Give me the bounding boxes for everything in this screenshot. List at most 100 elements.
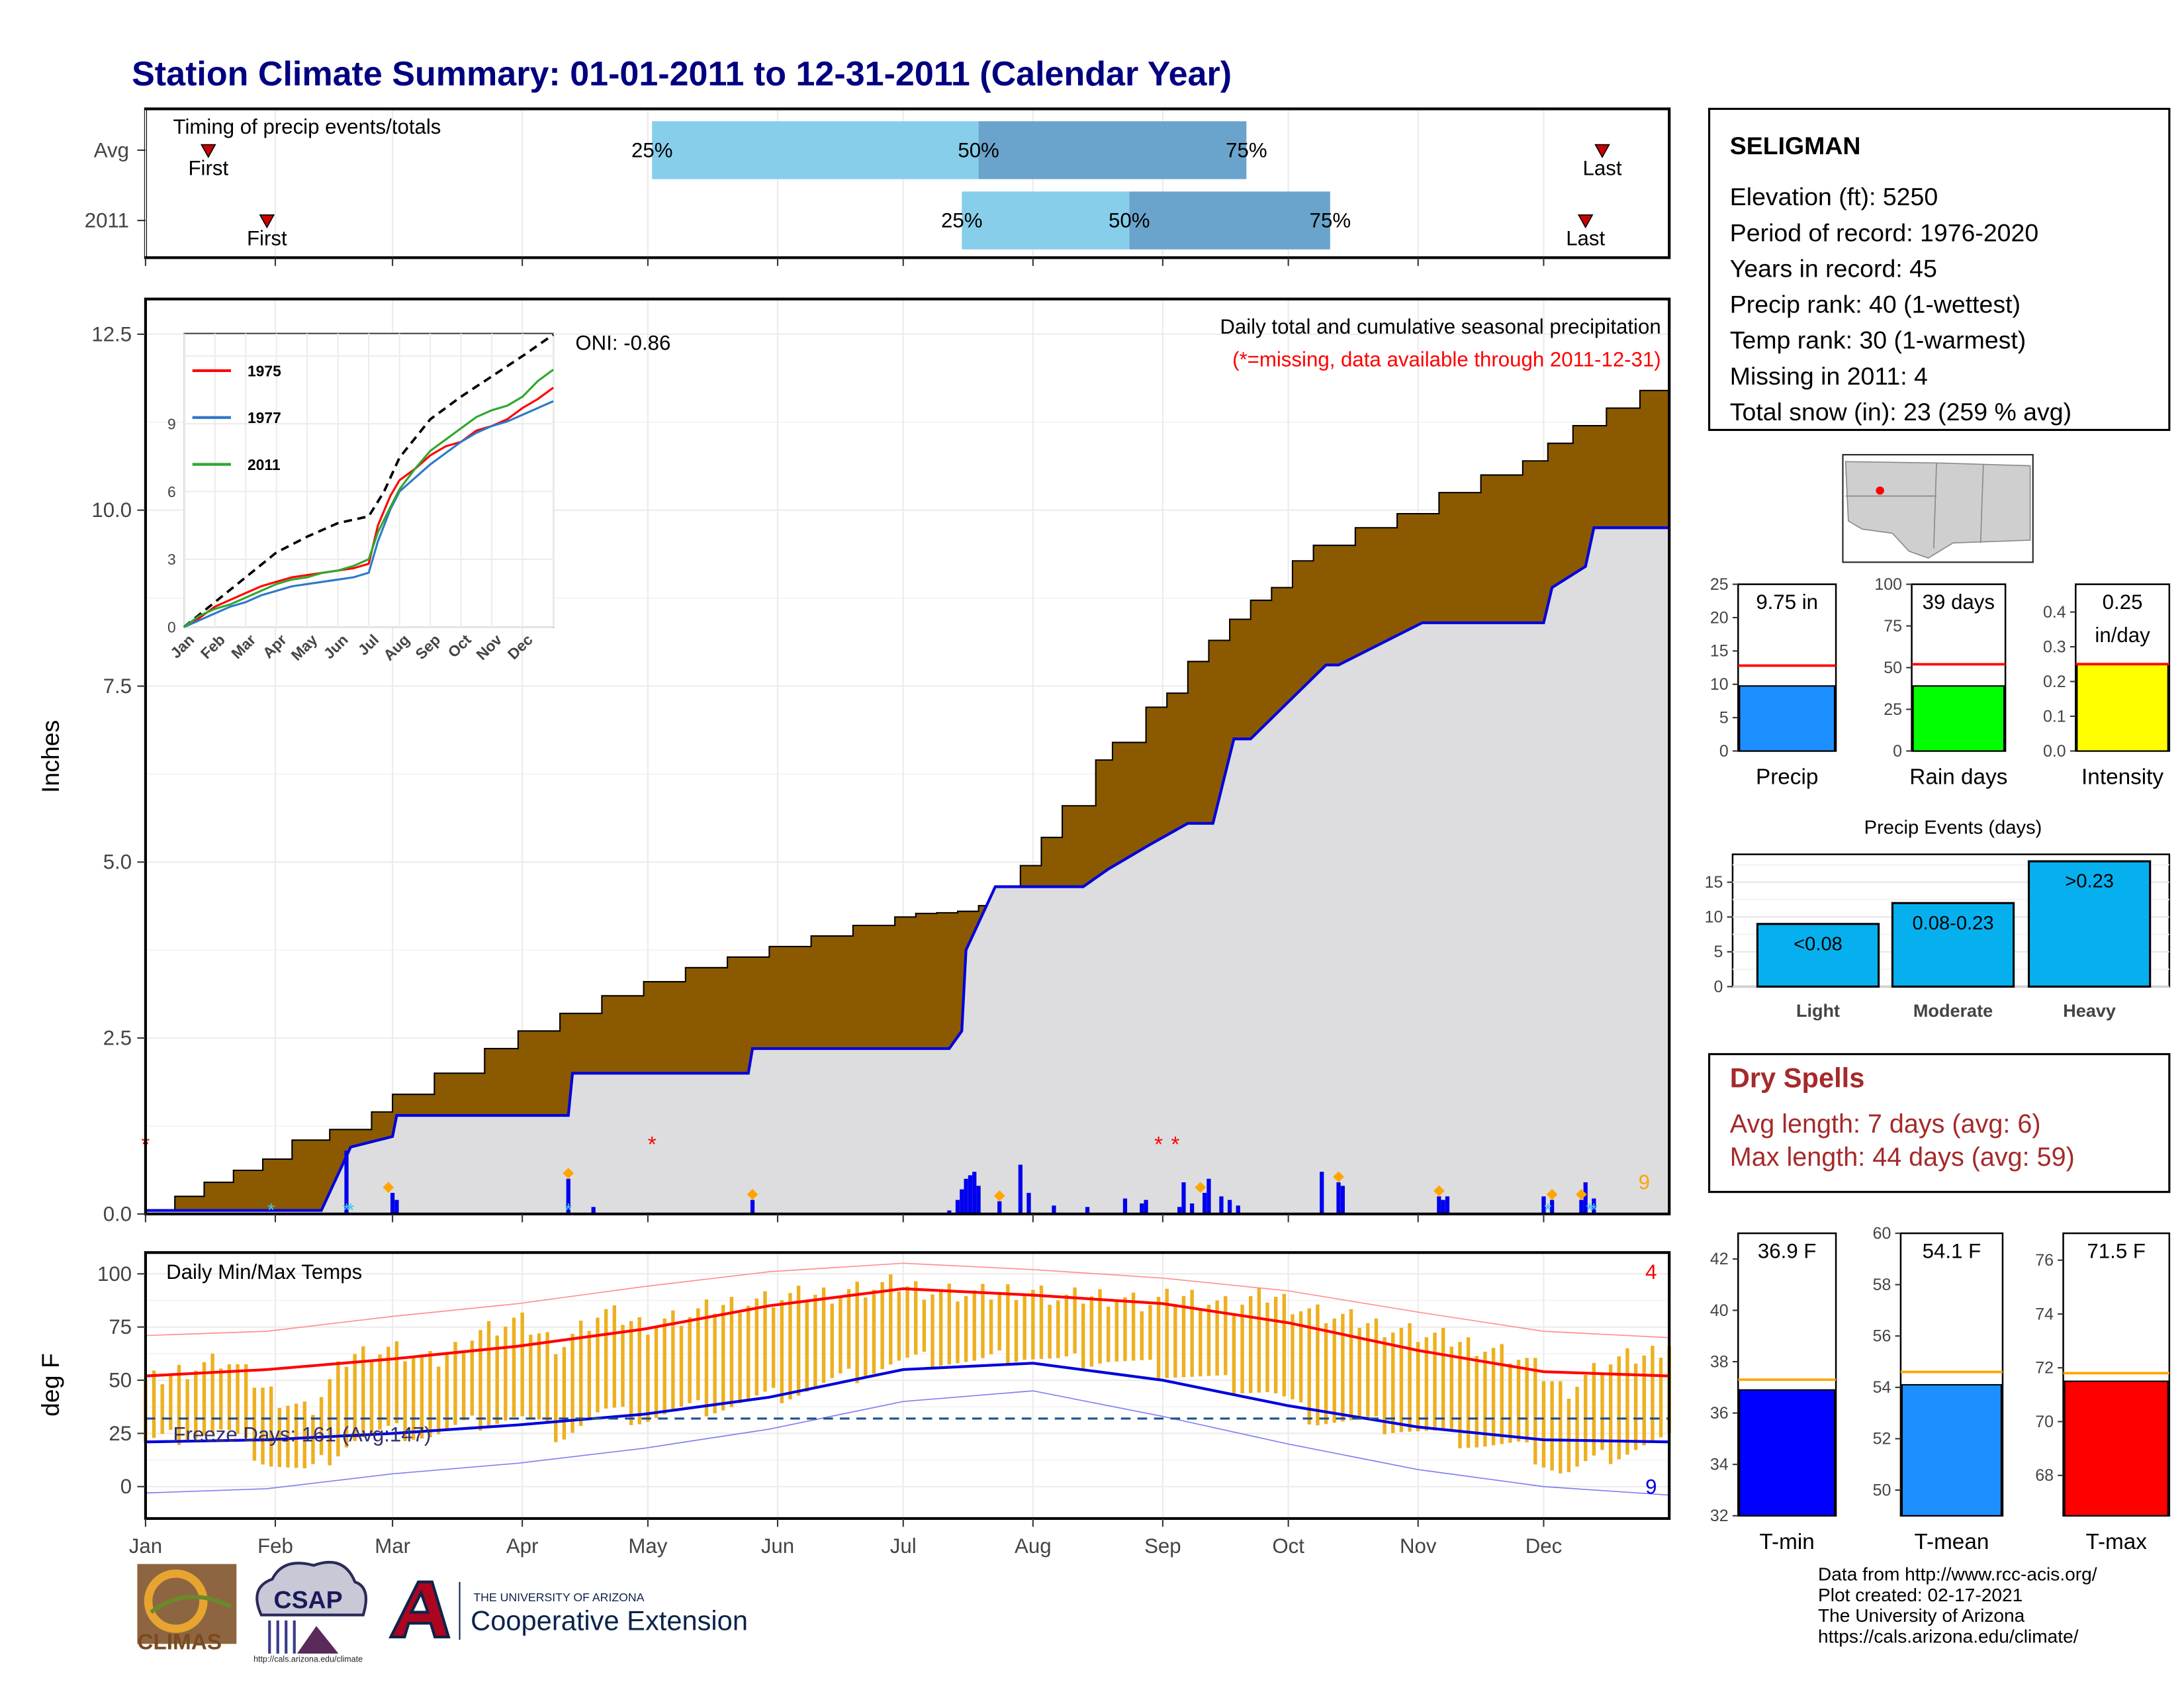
daily-temp-bar [1374, 1318, 1379, 1417]
daily-temp-bar [445, 1354, 449, 1430]
events-bar-label-heavy: >0.23 [2065, 871, 2114, 892]
events-category-label-heavy: Heavy [2063, 1001, 2116, 1021]
daily-temp-bar [1081, 1303, 1085, 1370]
timing-q50-q75-bar-2011 [1129, 191, 1330, 250]
temp-frame [144, 1251, 1671, 1521]
temp-panel: Daily Min/Max Temps Freeze Days: 161 (Av… [36, 1251, 1671, 1558]
credits: Data from http://www.rcc-acis.org/ Plot … [1818, 1564, 2097, 1647]
daily-temp-bar [302, 1401, 306, 1469]
daily-temp-bar [236, 1364, 240, 1434]
temp-xtick-label-0: Jan [129, 1534, 162, 1558]
climas-logo-text: CLIMAS [137, 1630, 222, 1655]
daily-temp-bar [1458, 1342, 1462, 1448]
timing-row-label-2011: 2011 [85, 209, 129, 232]
daily-temp-bar [1366, 1323, 1370, 1418]
ua-logo: THE UNIVERSITY OF ARIZONA Cooperative Ex… [388, 1580, 748, 1640]
tmin-ytick-label-2: 36 [1710, 1404, 1729, 1423]
daily-temp-bar [1550, 1381, 1554, 1471]
daily-temp-bar [579, 1321, 583, 1427]
daily-precip-bar [947, 1210, 952, 1214]
daily-temp-bar [1023, 1293, 1026, 1360]
timing-q50-q75-bar-Avg [978, 121, 1247, 179]
events-ytick-label-0: 0 [1713, 978, 1723, 996]
events-marks: <0.08 Light 0.08-0.23 Moderate >0.23 Heavy 0 5 1… [1705, 853, 2171, 1021]
daily-temp-bar [1391, 1333, 1395, 1433]
daily-temp-bar [219, 1368, 223, 1430]
daily-precip-bar [1227, 1199, 1232, 1214]
daily-temp-bar [1064, 1294, 1069, 1357]
daily-temp-bar [1659, 1357, 1663, 1438]
dry-spells-title: Dry Spells [1730, 1062, 1865, 1093]
inset-legend-label-2011: 2011 [248, 456, 281, 473]
average-min-line [145, 1362, 1670, 1444]
inset-legend-label-1975: 1975 [248, 362, 281, 379]
daily-temp-bar [713, 1313, 717, 1414]
daily-temp-bar [1190, 1289, 1194, 1377]
daily-temp-bar [1273, 1297, 1278, 1393]
daily-temp-bar [495, 1335, 499, 1424]
daily-temp-bar [696, 1308, 700, 1401]
precip-ytick-label-5: 12.5 [91, 322, 132, 346]
daily-temp-bar [1048, 1304, 1052, 1359]
rain-days-value-label: 39 days [1923, 590, 1995, 614]
oni-label: ONI: -0.86 [575, 332, 670, 355]
daily-temp-bar [1098, 1289, 1102, 1364]
daily-temp-bar [964, 1295, 968, 1362]
timing-row-label-Avg: Avg [94, 138, 129, 162]
station-period: Period of record: 1976-2020 [1730, 218, 2038, 246]
daily-temp-bar [177, 1364, 181, 1445]
daily-temp-bar [747, 1305, 751, 1399]
tmin-chart: 36.9 F 32 34 36 38 40 42 T-min [1710, 1232, 1837, 1554]
daily-temp-bar [729, 1297, 734, 1407]
precip-frame [144, 297, 1671, 1215]
daily-precip-bar [960, 1189, 964, 1214]
station-missing: Missing in 2011: 4 [1730, 362, 1928, 390]
temp-xtick-label-6: Jul [890, 1534, 917, 1558]
tmean-category-label: T-mean [1914, 1530, 1989, 1554]
daily-temp-bar [981, 1284, 985, 1358]
daily-temp-bar [1307, 1308, 1311, 1425]
daily-temp-bar [378, 1354, 382, 1430]
daily-temp-bar [889, 1274, 893, 1365]
daily-temp-bar [1357, 1327, 1361, 1419]
tmin-ytick-label-3: 38 [1710, 1352, 1729, 1371]
daily-temp-bar [311, 1415, 315, 1464]
climas-plant-stroke [150, 1595, 232, 1614]
events-title: Precip Events (days) [1864, 817, 2042, 838]
temp-xtick-label-1: Feb [257, 1534, 293, 1558]
temp-xtick-label-5: Jun [761, 1534, 794, 1558]
daily-precip-bar [1549, 1199, 1555, 1214]
daily-precip-bar [968, 1175, 973, 1214]
daily-temp-bar [629, 1321, 633, 1425]
daily-temp-bar [1123, 1297, 1127, 1362]
daily-precip-bar [394, 1199, 399, 1214]
daily-temp-bar [1491, 1348, 1496, 1446]
station-precip-rank: Precip rank: 40 (1-wettest) [1730, 291, 2021, 318]
daily-temp-bar [805, 1301, 809, 1392]
inset-legend-label-1977: 1977 [248, 409, 281, 426]
daily-temp-bar [1156, 1297, 1161, 1379]
tmean-value-label: 54.1 F [1923, 1240, 1981, 1263]
intensity-ytick-label-1: 0.1 [2043, 707, 2066, 726]
daily-temp-bar [470, 1340, 474, 1416]
daily-temp-bar [880, 1282, 884, 1370]
daily-temp-bar [1608, 1364, 1613, 1464]
daily-temp-bar [1433, 1333, 1437, 1430]
daily-precip-bar [997, 1201, 1002, 1214]
snow-marker: * [267, 1200, 275, 1221]
precip-ytick-label-3: 7.5 [103, 675, 132, 698]
daily-temp-bar [486, 1321, 491, 1428]
temp-axes: 0 25 50 75 100 Jan Feb Mar Apr May Jun Jul Aug Sep Oct… [97, 1262, 1562, 1558]
daily-precip-bar [1336, 1182, 1341, 1214]
average-precip-line [145, 526, 1670, 1212]
daily-temp-bar [646, 1335, 650, 1423]
rain-days-ytick-label-1: 25 [1884, 700, 1902, 719]
daily-temp-bar [1115, 1301, 1119, 1362]
ua-small-text: THE UNIVERSITY OF ARIZONA [473, 1591, 644, 1604]
daily-precip-bar [1203, 1193, 1207, 1214]
intensity-bar [2076, 663, 2169, 752]
daily-temp-bar [1449, 1346, 1454, 1430]
daily-temp-bar [529, 1335, 533, 1418]
tmax-chart: 71.5 F 68 70 72 74 76 T-max [2035, 1232, 2171, 1554]
precip-total-ytick-label-1: 5 [1719, 708, 1729, 727]
